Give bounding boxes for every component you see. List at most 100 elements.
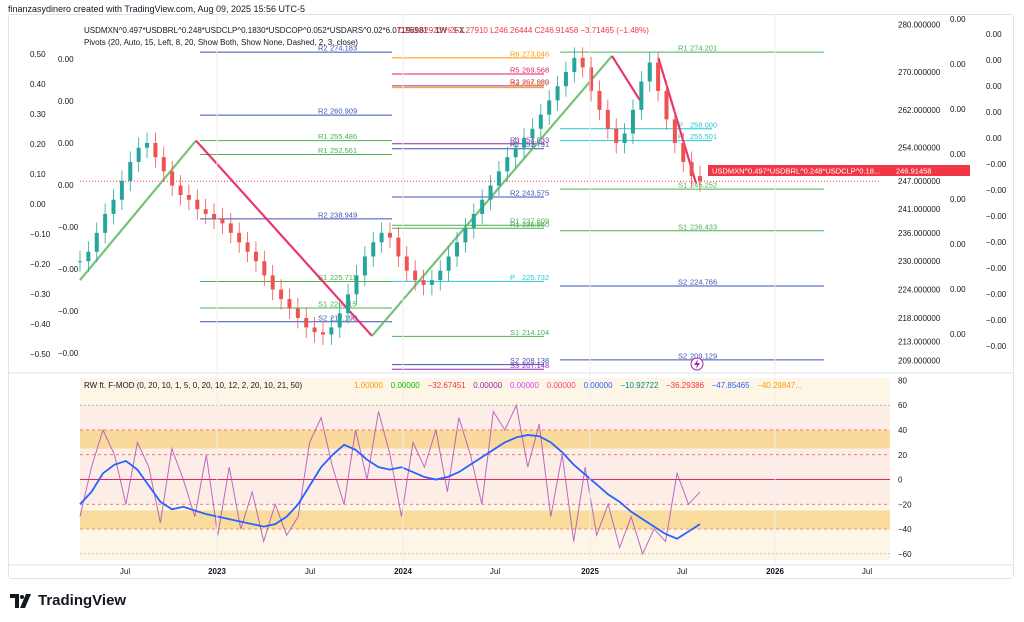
right-axis-2-tick: 0.00 xyxy=(950,60,966,69)
left-axis-1-tick: 0.40 xyxy=(30,80,46,89)
right-axis-tick: 247.000000 xyxy=(898,177,941,186)
osc-axis-tick: 80 xyxy=(898,376,907,385)
candle-body xyxy=(471,213,476,229)
right-axis-tick: 254.000000 xyxy=(898,144,941,153)
osc-axis-tick: −20 xyxy=(898,500,912,509)
right-axis-tick: 213.000000 xyxy=(898,338,941,347)
candle-body xyxy=(279,289,284,300)
candle-body xyxy=(94,232,99,252)
zigzag-segment xyxy=(611,55,641,101)
candle-body xyxy=(413,270,418,281)
pivot-value: 209.129 xyxy=(690,351,717,360)
candle-body xyxy=(446,256,451,271)
left-axis-1-tick: 0.20 xyxy=(30,140,46,149)
pivot-label: P xyxy=(678,120,683,129)
left-axis-2-tick: −0.00 xyxy=(58,307,79,316)
right-axis-3-tick: −0.00 xyxy=(986,316,1007,325)
right-axis-2-tick: 0.00 xyxy=(950,105,966,114)
tradingview-logo-icon xyxy=(10,593,31,608)
candle-body xyxy=(605,109,610,129)
right-axis-2-tick: 0.00 xyxy=(950,150,966,159)
candle-body xyxy=(136,147,141,162)
candle-body xyxy=(647,62,652,82)
osc-axis-tick: −40 xyxy=(898,525,912,534)
x-tick-label: 2025 xyxy=(581,567,599,576)
pivot-label: S2 xyxy=(678,351,687,360)
x-tick-label: Jul xyxy=(490,567,500,576)
candle-body xyxy=(295,308,300,318)
candle-body xyxy=(237,232,242,243)
pivot-value: 225.711 xyxy=(330,273,357,282)
pivot-value: 274.183 xyxy=(330,44,357,53)
candle-body xyxy=(220,218,225,224)
price-pane xyxy=(78,47,702,345)
pivot-label: S2 xyxy=(678,277,687,286)
oscillator-value: 0.00000 xyxy=(547,381,576,390)
symbol-title: USDMXN^0.497*USDBRL^0.248*USDCLP^0.1830*… xyxy=(84,26,465,35)
left-axis-1-tick: −0.50 xyxy=(30,350,51,359)
pivot-label: S1 xyxy=(678,181,687,190)
pivot-value: 273.046 xyxy=(522,49,549,58)
pivot-value: 258.000 xyxy=(690,120,717,129)
candle-body xyxy=(212,213,217,219)
candle-body xyxy=(388,232,392,238)
pivot-label: R2 xyxy=(318,107,328,116)
candle-body xyxy=(664,90,669,120)
pivot-value: 269.568 xyxy=(522,66,549,75)
pivot-value: 208.138 xyxy=(522,356,549,365)
candle-body xyxy=(522,138,527,148)
osc-axis-tick: 60 xyxy=(898,401,907,410)
oscillator-values: 1.00000 0.00000 −32.67451 0.00000 0.00000 0.0… xyxy=(354,381,802,390)
right-axis-3-tick: 0.00 xyxy=(986,82,1002,91)
right-axis-2-tick: 0.00 xyxy=(950,195,966,204)
candle-body xyxy=(639,81,644,110)
candle-body xyxy=(245,242,250,252)
candle-body xyxy=(672,119,677,143)
candle-body xyxy=(337,313,342,328)
candle-body xyxy=(622,133,627,143)
candle-body xyxy=(681,142,686,162)
ohlc-readout: O250.62923 H251.27910 L246.26444 C246.91… xyxy=(398,26,649,35)
oscillator-pane xyxy=(79,378,890,560)
lightning-icon[interactable] xyxy=(690,357,704,371)
price-tag: USDMXN^0.497*USDBRL^0.248*USDCLP^0.18...… xyxy=(708,165,970,176)
pivot-label: R3 xyxy=(510,77,520,86)
candle-body xyxy=(304,317,309,328)
right-axis-3-tick: −0.00 xyxy=(986,160,1007,169)
x-tick-label: 2023 xyxy=(208,567,226,576)
pivot-label: R6 xyxy=(510,49,520,58)
right-axis-2-tick: 0.00 xyxy=(950,240,966,249)
osc-axis-tick: 20 xyxy=(898,451,907,460)
pivot-label: S1 xyxy=(678,222,687,231)
pivot-label: R2 xyxy=(318,44,328,53)
pivot-label: S1 xyxy=(318,273,327,282)
candle-body xyxy=(689,161,694,177)
oscillator-value: −36.29386 xyxy=(666,381,705,390)
left-axis-2-tick: 0.00 xyxy=(58,55,74,64)
candle-body xyxy=(698,176,702,182)
pivot-label: R5 xyxy=(510,66,520,75)
oscillator-value: −40.29847... xyxy=(757,381,802,390)
osc-band xyxy=(80,430,890,449)
right-axis-2-tick: 0.00 xyxy=(950,330,966,339)
right-axis-3-tick: 0.00 xyxy=(986,30,1002,39)
right-axis-3-tick: −0.00 xyxy=(986,186,1007,195)
pivot-value: 237.609 xyxy=(522,217,549,226)
oscillator-value: 0.00000 xyxy=(584,381,613,390)
candle-body xyxy=(170,171,175,186)
pivot-value: 217.190 xyxy=(330,313,357,322)
candle-body xyxy=(555,86,560,101)
pivot-label: S2 xyxy=(318,313,327,322)
right-axis-3-tick: −0.00 xyxy=(986,238,1007,247)
left-axis-1-tick: −0.40 xyxy=(30,320,51,329)
right-axis-tick: 230.000000 xyxy=(898,257,941,266)
osc-axis-tick: −60 xyxy=(898,550,912,559)
candle-body xyxy=(195,199,200,210)
candle-body xyxy=(103,213,108,233)
candle-body xyxy=(178,185,183,195)
pivot-value: 254.833 xyxy=(522,135,549,144)
osc-series-purple xyxy=(79,403,701,556)
pivot-value: 243.575 xyxy=(522,188,549,197)
right-axis-tick: 280.000000 xyxy=(898,21,941,30)
